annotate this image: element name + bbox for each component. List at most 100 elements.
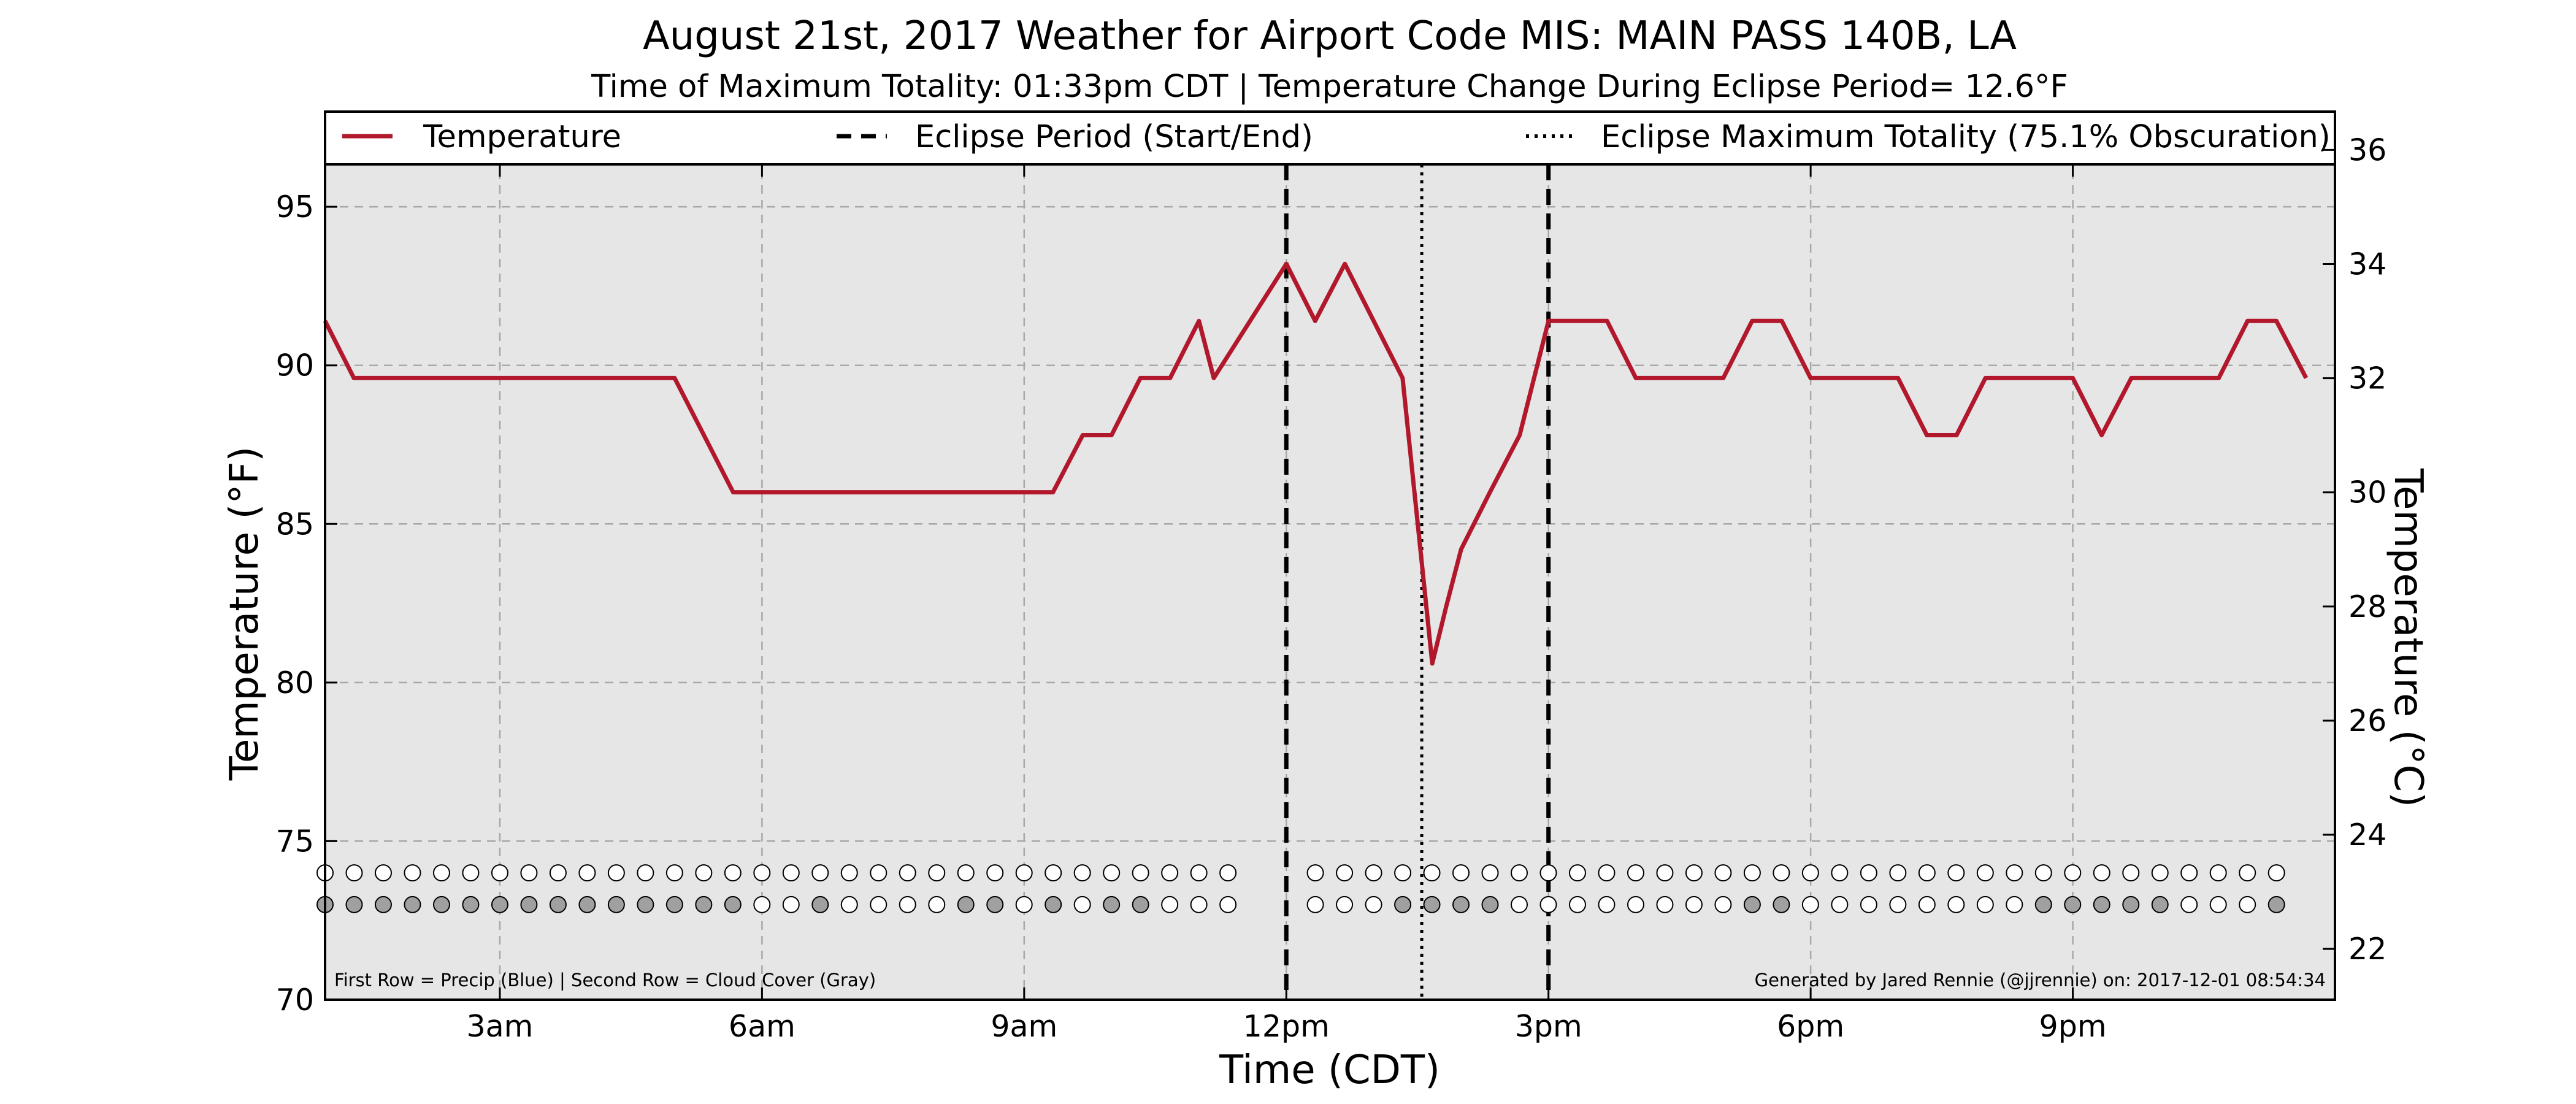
precip-marker (1423, 864, 1441, 882)
cloud-cover-marker (957, 895, 975, 913)
axes: 3am 6am 9am 12pm 3pm 6pm 9pm 70 75 80 85 90 95 22 24 26… (276, 132, 2387, 1044)
x-tick-label: 6am (729, 1009, 795, 1044)
cloud-cover-marker (840, 895, 858, 913)
precip-marker (1889, 864, 1907, 882)
y-axis-label-left: Temperature (°F) (222, 447, 267, 781)
cloud-cover-marker (520, 895, 538, 913)
cloud-cover-marker (374, 895, 392, 913)
precip-marker (1685, 864, 1703, 882)
cloud-cover-marker (1598, 895, 1616, 913)
cloud-cover-marker (1685, 895, 1703, 913)
cloud-cover-marker (1190, 895, 1208, 913)
precip-marker (432, 864, 450, 882)
series-lines (323, 261, 2309, 666)
cloud-cover-marker (462, 895, 480, 913)
precip-marker (1452, 864, 1470, 882)
y-tick-label-right: 36 (2348, 132, 2386, 167)
precip-marker (462, 864, 480, 882)
annotation-right: Generated by Jared Rennie (@jjrennie) on… (1755, 970, 2326, 991)
cloud-cover-marker (2180, 895, 2198, 913)
y-tick-label-left: 70 (276, 983, 314, 1018)
precip-marker (1656, 864, 1674, 882)
precip-marker (928, 864, 946, 882)
cloud-cover-marker (1365, 895, 1382, 913)
cloud-cover-marker (986, 895, 1004, 913)
precip-cloud-markers (316, 864, 2285, 913)
y-tick-label-right: 28 (2348, 589, 2386, 624)
cloud-cover-marker (1132, 895, 1149, 913)
precip-marker (2006, 864, 2023, 882)
cloud-cover-marker (1976, 895, 1994, 913)
cloud-cover-marker (1511, 895, 1528, 913)
cloud-cover-marker (637, 895, 654, 913)
precip-marker (404, 864, 421, 882)
cloud-cover-marker (1306, 895, 1324, 913)
y-tick-label-left: 80 (276, 665, 314, 700)
precip-marker (986, 864, 1004, 882)
precip-marker (2151, 864, 2169, 882)
precip-marker (1190, 864, 1208, 882)
y-tick-label-right: 30 (2348, 475, 2386, 510)
cloud-cover-marker (607, 895, 625, 913)
precip-marker (899, 864, 916, 882)
cloud-cover-marker (1394, 895, 1412, 913)
precip-marker (724, 864, 742, 882)
cloud-cover-marker (1045, 895, 1062, 913)
precip-marker (1773, 864, 1790, 882)
cloud-cover-marker (811, 895, 829, 913)
precip-marker (1947, 864, 1965, 882)
legend-eclipse-max: Eclipse Maximum Totality (75.1% Obscurat… (1526, 119, 2331, 155)
precip-marker (870, 864, 887, 882)
annotation-left: First Row = Precip (Blue) | Second Row =… (334, 970, 876, 991)
cloud-cover-marker (1452, 895, 1470, 913)
cloud-cover-marker (870, 895, 887, 913)
y-tick-label-right: 26 (2348, 703, 2386, 738)
precip-marker (1132, 864, 1149, 882)
precip-marker (549, 864, 567, 882)
y-tick-label-left: 90 (276, 348, 314, 383)
precip-marker (345, 864, 363, 882)
cloud-cover-marker (1336, 895, 1354, 913)
precip-marker (2209, 864, 2227, 882)
legend-label-eclipse-period: Eclipse Period (Start/End) (915, 119, 1313, 155)
y-tick-label-left: 95 (276, 190, 314, 224)
cloud-cover-marker (491, 895, 508, 913)
cloud-cover-marker (695, 895, 713, 913)
cloud-cover-marker (1423, 895, 1441, 913)
cloud-cover-marker (665, 895, 683, 913)
chart-title: August 21st, 2017 Weather for Airport Co… (643, 13, 2017, 59)
precip-marker (1860, 864, 1877, 882)
cloud-cover-marker (724, 895, 742, 913)
cloud-cover-marker (404, 895, 421, 913)
precip-marker (665, 864, 683, 882)
series-line-temperature (323, 261, 2309, 666)
x-tick-label: 6pm (1777, 1009, 1844, 1044)
precip-marker (1801, 864, 1819, 882)
precip-marker (1627, 864, 1644, 882)
precip-marker (520, 864, 538, 882)
precip-marker (1918, 864, 1936, 882)
precip-marker (2034, 864, 2052, 882)
precip-marker (2093, 864, 2110, 882)
cloud-cover-marker (1918, 895, 1936, 913)
precip-marker (1365, 864, 1382, 882)
precip-marker (1976, 864, 1994, 882)
precip-marker (1568, 864, 1586, 882)
precip-marker (2180, 864, 2198, 882)
cloud-cover-marker (1015, 895, 1033, 913)
cloud-cover-marker (1860, 895, 1877, 913)
x-tick-label: 3am (466, 1009, 533, 1044)
precip-marker (578, 864, 596, 882)
y-tick-label-left: 75 (276, 824, 314, 859)
y-tick-label-left: 85 (276, 507, 314, 542)
precip-marker (1015, 864, 1033, 882)
precip-marker (1394, 864, 1412, 882)
precip-marker (957, 864, 975, 882)
precip-marker (1481, 864, 1499, 882)
cloud-cover-marker (2267, 895, 2285, 913)
y-tick-label-right: 32 (2348, 361, 2386, 396)
y-tick-label-right: 24 (2348, 818, 2386, 853)
cloud-cover-marker (1073, 895, 1091, 913)
legend-temperature: Temperature (342, 119, 621, 155)
cloud-cover-marker (1481, 895, 1499, 913)
